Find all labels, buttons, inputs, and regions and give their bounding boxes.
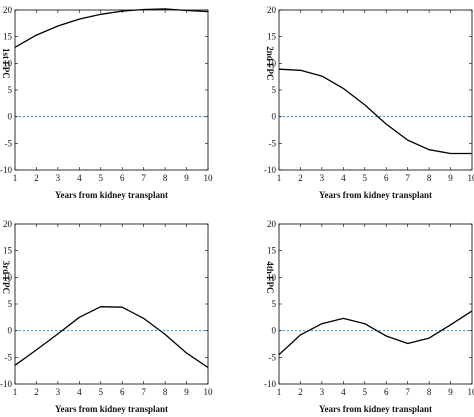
x-tick-label: 3 [56,173,61,183]
y-tick-label: 10 [267,272,277,282]
x-tick-label: 2 [34,173,39,183]
y-tick-label: 0 [272,112,277,122]
x-tick-label: 6 [384,387,389,397]
x-tick-label: 10 [204,173,214,183]
x-tick-label: 6 [120,387,125,397]
y-tick-label: -10 [0,165,12,175]
y-tick-label: -10 [0,379,12,389]
x-axis-label: Years from kidney transplant [55,190,168,200]
x-tick-label: 10 [468,173,474,183]
x-tick-label: 10 [468,387,474,397]
y-tick-label: 5 [272,85,277,95]
x-tick-label: 8 [427,387,432,397]
chart-panel-4: 1 2 3 4 5 6 7 8 9 10 -10 -5 0 5 10 15 20 Years from kidne… [264,219,474,414]
x-axis-label: Years from kidney transplant [319,190,432,200]
y-tick-label: 0 [8,112,13,122]
y-tick-label: -5 [269,352,277,362]
plot-frame [278,9,473,171]
y-tick-label: 5 [8,299,13,309]
y-tick-label: -5 [5,138,13,148]
x-tick-label: 8 [427,173,432,183]
plot-frame [14,9,209,171]
y-tick-label: 0 [8,326,13,336]
x-tick-label: 3 [320,173,325,183]
y-tick-label: 20 [3,5,13,15]
chart-panel-3: 1 2 3 4 5 6 7 8 9 10 -10 -5 0 5 10 15 20 Years from kidne… [0,219,213,414]
x-tick-label: 7 [141,173,146,183]
x-tick-label: 4 [341,387,346,397]
x-tick-label: 7 [405,173,410,183]
y-tick-label: -10 [264,165,276,175]
x-tick-label: 5 [99,387,104,397]
x-tick-label: 8 [163,173,168,183]
x-tick-label: 5 [363,387,368,397]
x-tick-label: 6 [120,173,125,183]
y-axis-label: 4th FPC [265,261,275,293]
fpc-curve [14,306,209,369]
fpc-curve [14,8,209,48]
y-tick-label: 10 [3,58,13,68]
fpc-curve [278,310,473,356]
x-tick-label: 2 [298,173,303,183]
chart-panel-2: 1 2 3 4 5 6 7 8 9 10 -10 -5 0 5 10 15 20 Years from kidne… [264,5,474,200]
y-tick-label: 20 [267,219,277,229]
x-tick-label: 10 [204,387,214,397]
y-axis-label: 2nd FPC [265,46,275,80]
x-tick-label: 5 [99,173,104,183]
x-tick-label: 4 [341,173,346,183]
x-tick-label: 4 [77,387,82,397]
x-tick-label: 3 [320,387,325,397]
y-tick-label: -5 [269,138,277,148]
x-axis-label: Years from kidney transplant [55,404,168,414]
plot-frame [14,223,209,385]
y-tick-label: 0 [272,326,277,336]
x-tick-label: 9 [184,173,189,183]
y-tick-label: 5 [272,299,277,309]
x-tick-label: 4 [77,173,82,183]
x-tick-label: 1 [13,387,18,397]
y-tick-label: -5 [5,352,13,362]
y-tick-label: 15 [3,246,13,256]
x-tick-label: 7 [405,387,410,397]
y-tick-label: 15 [267,246,277,256]
y-tick-label: 10 [3,272,13,282]
y-tick-label: 20 [267,5,277,15]
x-tick-label: 2 [298,387,303,397]
y-tick-label: 10 [267,58,277,68]
plot-frame [278,223,473,385]
x-axis-label: Years from kidney transplant [319,404,432,414]
x-tick-label: 6 [384,173,389,183]
chart-panel-1: 1 2 3 4 5 6 7 8 9 10 -10 -5 0 5 10 15 20 Years from kidne… [0,5,213,200]
x-tick-label: 9 [448,387,453,397]
y-tick-label: 15 [267,32,277,42]
y-tick-label: 20 [3,219,13,229]
x-tick-label: 9 [184,387,189,397]
y-axis-label: 1st FPC [1,48,11,79]
y-tick-label: -10 [264,379,276,389]
fpc-curve [278,68,472,155]
x-tick-label: 7 [141,387,146,397]
y-tick-label: 15 [3,32,13,42]
x-tick-label: 3 [56,387,61,397]
x-tick-label: 2 [34,387,39,397]
y-axis-label: 3rd FPC [1,261,11,294]
y-tick-label: 5 [8,85,13,95]
x-tick-label: 1 [13,173,18,183]
x-tick-label: 1 [277,387,282,397]
x-tick-label: 8 [163,387,168,397]
x-tick-label: 5 [363,173,368,183]
x-tick-label: 9 [448,173,453,183]
x-tick-label: 1 [277,173,282,183]
